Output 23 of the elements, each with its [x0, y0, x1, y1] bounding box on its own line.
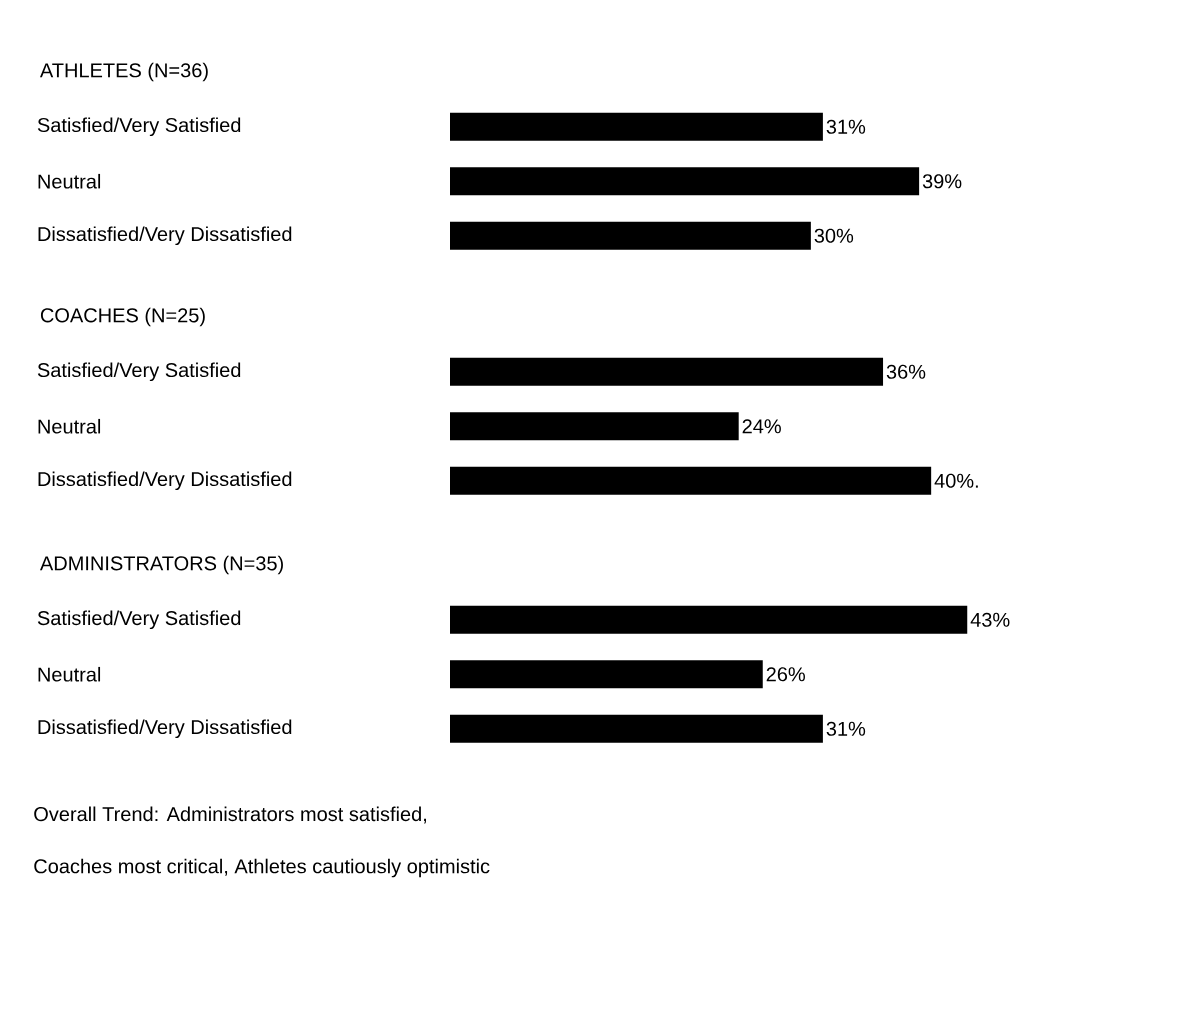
data-label: 31% — [826, 721, 866, 736]
y-tick-label: Dissatisfied/Very Dissatisfied — [38, 471, 292, 491]
y-tick-label: Satisfied/Very Satisfied — [37, 362, 241, 382]
data-label: 26% — [766, 667, 805, 682]
data-label: 31% — [826, 119, 866, 134]
text: Coaches most critical, Athletes cautiously optimistic — [34, 858, 490, 878]
y-tick-label: Dissatisfied/Very Dissatisfied — [38, 719, 292, 739]
y-tick-label: Satisfied/Very Satisfied — [37, 117, 241, 137]
data-label: 40%. — [934, 473, 978, 488]
y-tick-label: Neutral — [38, 418, 101, 434]
data-label: 43% — [970, 612, 1010, 627]
data-label: 30% — [814, 228, 854, 243]
y-tick-label: Neutral — [38, 173, 101, 189]
y-tick-label: Dissatisfied/Very Dissatisfied — [38, 226, 292, 246]
data-label: 39% — [922, 174, 962, 189]
y-tick-label: Satisfied/Very Satisfied — [37, 610, 241, 630]
text: Overall Trend: Administrators most satisfied, — [34, 806, 426, 824]
data-label: 36% — [886, 364, 926, 379]
y-tick-label: Neutral — [38, 666, 101, 682]
text: ADMINISTRATORS (N=35) — [39, 555, 283, 575]
text: COACHES (N=25) — [40, 307, 205, 327]
text: ATHLETES (N=36) — [39, 62, 208, 82]
data-label: 24% — [742, 419, 781, 434]
